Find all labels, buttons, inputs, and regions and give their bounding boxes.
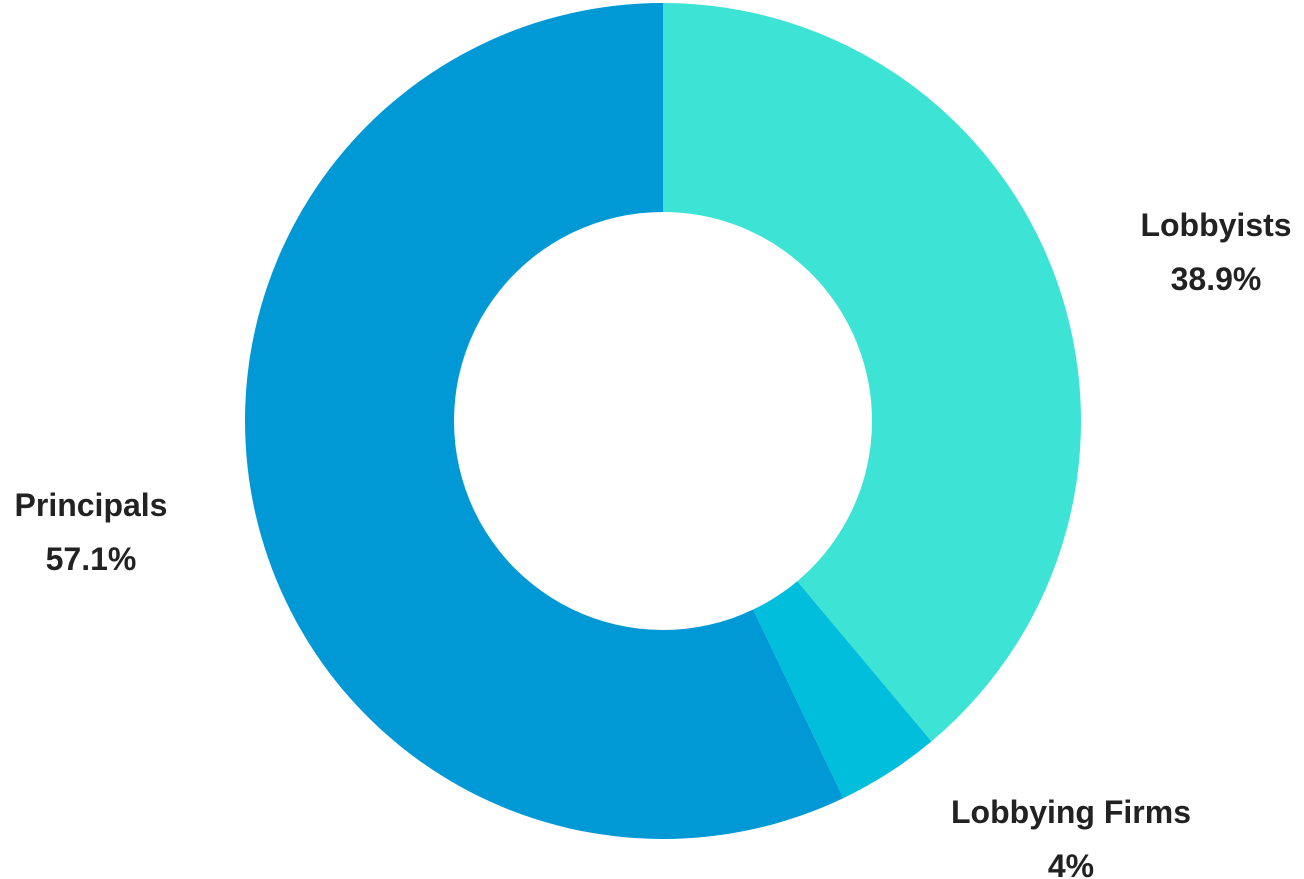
slices-group	[244, 3, 1081, 839]
labels-group: Lobbyists 38.9% Lobbying Firms 4% Principals…	[15, 207, 1292, 879]
slice-lobbyists	[663, 3, 1081, 742]
slice-principals	[244, 3, 844, 839]
slice-lobbying-firms	[753, 581, 932, 799]
slice-value-lobbyists: 38.9%	[1171, 261, 1262, 297]
slice-label-lobbyists: Lobbyists	[1140, 207, 1291, 243]
slice-label-lobbying-firms: Lobbying Firms	[951, 794, 1191, 830]
slice-label-principals: Principals	[15, 487, 168, 523]
slice-value-principals: 57.1%	[46, 541, 137, 577]
slice-value-lobbying-firms: 4%	[1048, 848, 1094, 879]
